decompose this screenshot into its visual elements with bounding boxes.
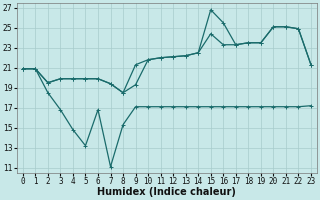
X-axis label: Humidex (Indice chaleur): Humidex (Indice chaleur): [98, 187, 236, 197]
